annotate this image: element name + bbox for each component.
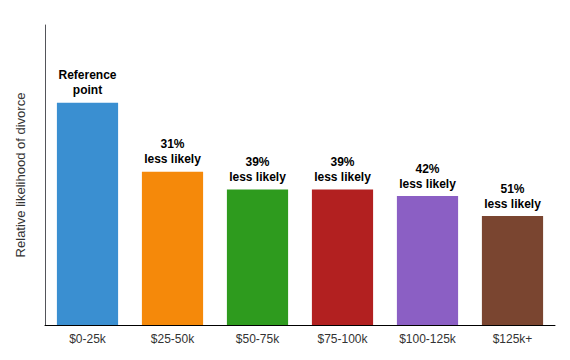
- svg-text:51%: 51%: [500, 182, 524, 196]
- svg-text:$0-25k: $0-25k: [69, 332, 107, 346]
- svg-text:39%: 39%: [245, 155, 269, 169]
- svg-text:Reference: Reference: [58, 68, 116, 82]
- svg-text:less likely: less likely: [484, 197, 541, 211]
- svg-text:39%: 39%: [330, 155, 354, 169]
- svg-text:$25-50k: $25-50k: [151, 332, 195, 346]
- svg-text:less likely: less likely: [144, 152, 201, 166]
- svg-text:less likely: less likely: [399, 177, 456, 191]
- svg-text:31%: 31%: [160, 137, 184, 151]
- svg-text:$75-100k: $75-100k: [317, 332, 368, 346]
- svg-text:42%: 42%: [415, 162, 439, 176]
- svg-text:point: point: [73, 83, 102, 97]
- svg-text:$125k+: $125k+: [493, 332, 533, 346]
- svg-text:$50-75k: $50-75k: [236, 332, 280, 346]
- svg-text:less likely: less likely: [314, 170, 371, 184]
- svg-text:Relative likelihood of divorce: Relative likelihood of divorce: [13, 93, 28, 258]
- svg-text:less likely: less likely: [229, 170, 286, 184]
- svg-text:$100-125k: $100-125k: [399, 332, 457, 346]
